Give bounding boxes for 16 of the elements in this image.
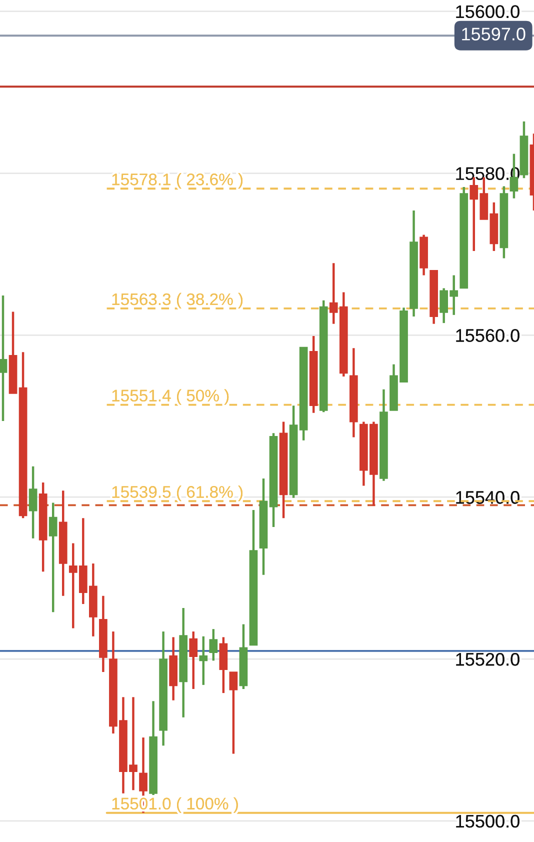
y-tick-label: 15600.0 xyxy=(456,5,520,18)
candlestick xyxy=(209,628,218,662)
candlestick xyxy=(229,670,238,755)
candlestick xyxy=(0,294,8,422)
candlestick xyxy=(48,502,58,614)
y-tick-label: 15560.0 xyxy=(456,329,520,342)
annotation: 15597.0 xyxy=(462,28,526,40)
ref-line-label: 15551.4 ( 50% ) xyxy=(112,389,229,405)
ref-line-label: 15563.3 ( 38.2% ) xyxy=(112,292,243,308)
y-tick-label: 15500.0 xyxy=(456,814,520,828)
candlestick xyxy=(28,465,38,540)
candlestick xyxy=(199,635,208,686)
ref-line-label: 15539.5 ( 61.8% ) xyxy=(112,486,243,502)
ref-line-label: 15578.1 ( 23.6% ) xyxy=(112,173,243,189)
y-tick-label: 15520.0 xyxy=(456,652,520,666)
candlestick xyxy=(189,630,198,690)
